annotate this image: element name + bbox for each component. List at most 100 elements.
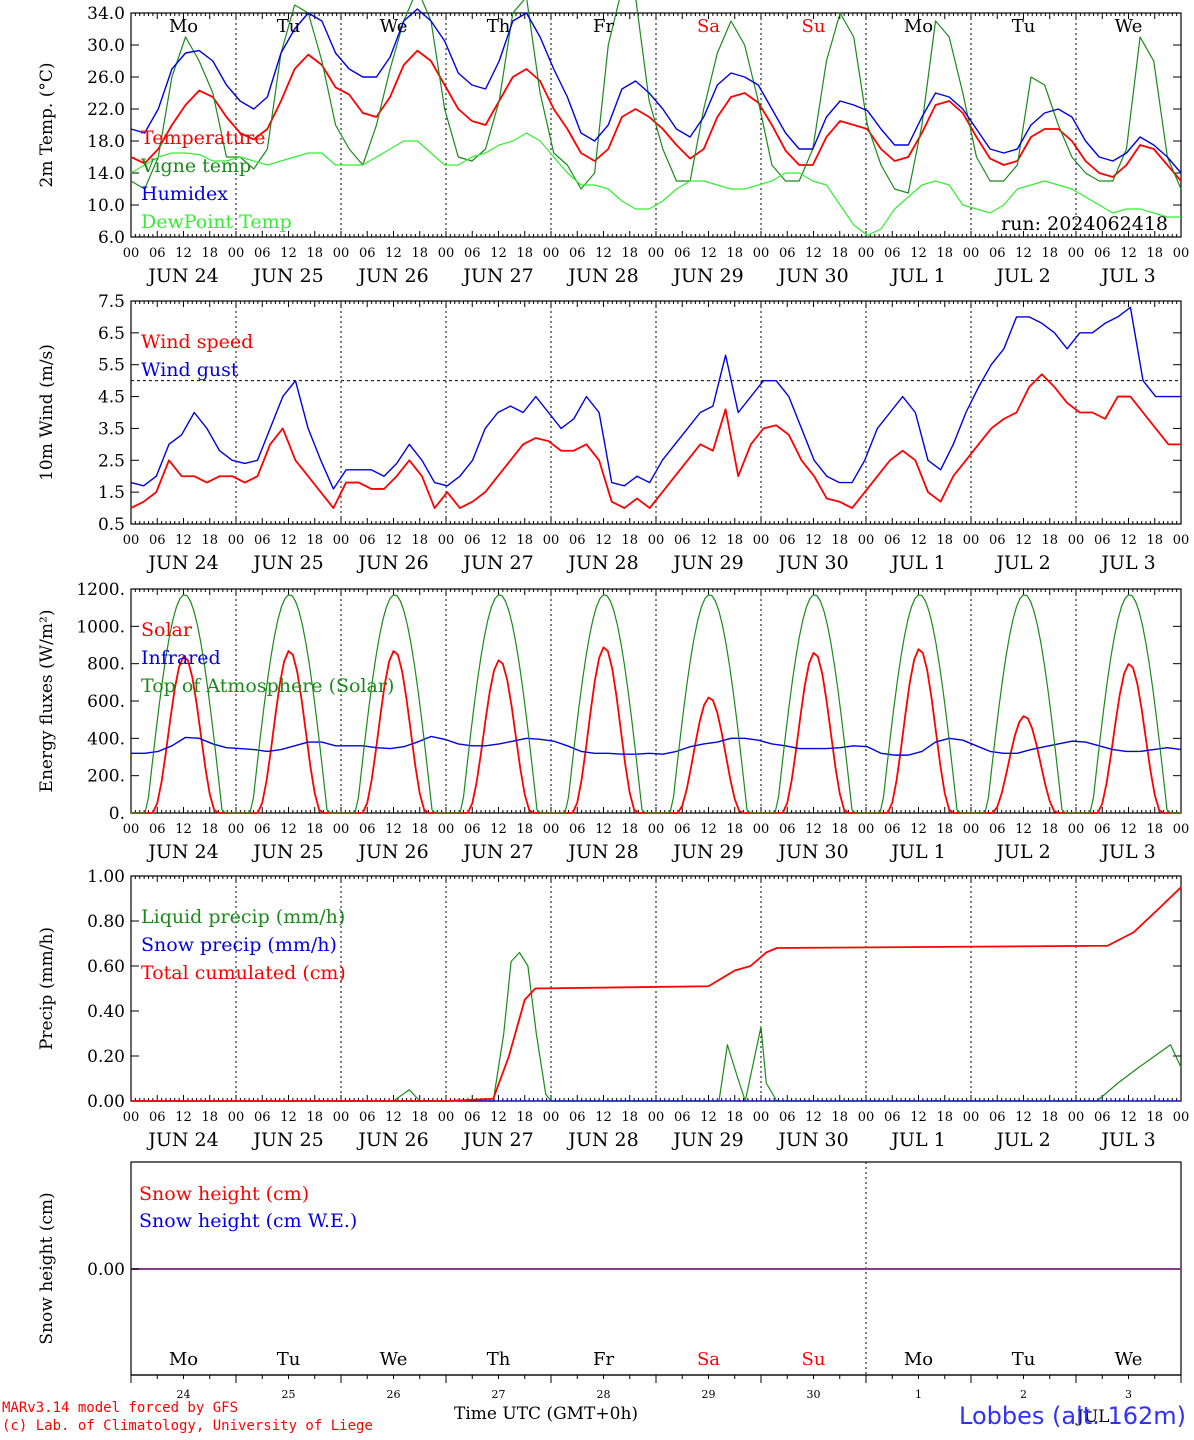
hour-tick-label: 12 bbox=[595, 1110, 612, 1125]
date-label: JUN 24 bbox=[146, 1129, 218, 1151]
hour-tick-label: 00 bbox=[648, 1110, 665, 1125]
day-of-week-label: We bbox=[380, 1349, 408, 1370]
hour-tick-label: 12 bbox=[1015, 1110, 1032, 1125]
date-label: JUL 3 bbox=[1099, 841, 1155, 863]
day-number-label: 24 bbox=[177, 1388, 191, 1401]
date-label: JUL 2 bbox=[994, 265, 1050, 287]
date-label: JUN 25 bbox=[251, 552, 323, 574]
hour-tick-label: 06 bbox=[149, 533, 166, 548]
hour-tick-label: 06 bbox=[1094, 533, 1111, 548]
y-tick-label: 0.00 bbox=[87, 1260, 125, 1280]
y-tick-label: 34.0 bbox=[87, 4, 125, 24]
date-label: JUN 29 bbox=[671, 552, 743, 574]
hour-tick-label: 18 bbox=[936, 822, 953, 837]
hour-tick-label: 18 bbox=[516, 822, 533, 837]
hour-tick-label: 00 bbox=[438, 246, 455, 261]
hour-tick-label: 12 bbox=[700, 1110, 717, 1125]
y-tick-label: 18.0 bbox=[87, 132, 125, 152]
hour-tick-label: 18 bbox=[306, 246, 323, 261]
series-line-2 bbox=[131, 594, 1181, 814]
hour-tick-label: 18 bbox=[1146, 533, 1163, 548]
hour-tick-label: 18 bbox=[621, 1110, 638, 1125]
hour-tick-label: 06 bbox=[149, 1110, 166, 1125]
hour-tick-label: 12 bbox=[595, 533, 612, 548]
hour-tick-label: 00 bbox=[543, 1110, 560, 1125]
date-label: JUL 3 bbox=[1099, 552, 1155, 574]
hour-tick-label: 00 bbox=[438, 822, 455, 837]
hour-tick-label: 00 bbox=[543, 246, 560, 261]
hour-tick-label: 18 bbox=[831, 533, 848, 548]
x-axis-label: Time UTC (GMT+0h) bbox=[454, 1404, 639, 1424]
hour-tick-label: 18 bbox=[1146, 1110, 1163, 1125]
hour-tick-label: 00 bbox=[1173, 533, 1190, 548]
hour-tick-label: 06 bbox=[464, 1110, 481, 1125]
hour-tick-label: 18 bbox=[516, 1110, 533, 1125]
month-label: JUL bbox=[1075, 1407, 1109, 1427]
hour-tick-label: 00 bbox=[228, 1110, 245, 1125]
date-label: JUN 25 bbox=[251, 265, 323, 287]
series-line-2 bbox=[130, 8, 1182, 174]
hour-tick-label: 00 bbox=[648, 246, 665, 261]
y-tick-label: 26.0 bbox=[87, 68, 125, 88]
panel-1 bbox=[130, 300, 1182, 525]
y-tick-label: 3.5 bbox=[98, 419, 125, 439]
date-label: JUN 29 bbox=[671, 265, 743, 287]
date-label: JUN 24 bbox=[146, 841, 218, 863]
hour-tick-label: 18 bbox=[1041, 1110, 1058, 1125]
day-of-week-label: Th bbox=[487, 16, 511, 37]
panel-2 bbox=[130, 588, 1182, 814]
hour-tick-label: 06 bbox=[884, 822, 901, 837]
legend-entry: Snow precip (mm/h) bbox=[141, 934, 337, 956]
hour-tick-label: 06 bbox=[254, 246, 271, 261]
date-label: JUN 26 bbox=[356, 841, 428, 863]
hour-tick-label: 12 bbox=[175, 533, 192, 548]
hour-tick-label: 12 bbox=[490, 822, 507, 837]
hour-tick-label: 00 bbox=[333, 533, 350, 548]
y-tick-label: 2.5 bbox=[98, 451, 125, 471]
hour-tick-label: 12 bbox=[1015, 533, 1032, 548]
hour-tick-label: 06 bbox=[884, 533, 901, 548]
legend-entry: Humidex bbox=[141, 183, 228, 205]
model-credit: MARv3.14 model forced by GFS bbox=[2, 1400, 239, 1416]
hour-tick-label: 12 bbox=[805, 533, 822, 548]
hour-tick-label: 18 bbox=[831, 246, 848, 261]
hour-tick-label: 18 bbox=[726, 246, 743, 261]
hour-tick-label: 18 bbox=[831, 1110, 848, 1125]
y-tick-label: 22.0 bbox=[87, 100, 125, 120]
hour-tick-label: 18 bbox=[726, 1110, 743, 1125]
hour-tick-label: 00 bbox=[1068, 822, 1085, 837]
hour-tick-label: 12 bbox=[805, 1110, 822, 1125]
hour-tick-label: 00 bbox=[858, 822, 875, 837]
y-tick-label: 600. bbox=[87, 692, 125, 712]
legend-entry: Infrared bbox=[141, 647, 221, 669]
y-tick-label: 14.0 bbox=[87, 164, 125, 184]
panel-4 bbox=[130, 1161, 1182, 1383]
y-axis-label: Precip (mm/h) bbox=[37, 927, 57, 1050]
date-label: JUL 2 bbox=[994, 1129, 1050, 1151]
hour-tick-label: 06 bbox=[464, 822, 481, 837]
y-tick-label: 0.80 bbox=[87, 912, 125, 932]
hour-tick-label: 12 bbox=[490, 246, 507, 261]
station-label: Lobbes (alt. 162m) bbox=[959, 1402, 1186, 1430]
hour-tick-label: 18 bbox=[831, 822, 848, 837]
hour-tick-label: 18 bbox=[306, 533, 323, 548]
hour-tick-label: 00 bbox=[123, 533, 140, 548]
hour-tick-label: 12 bbox=[280, 1110, 297, 1125]
y-tick-label: 4.5 bbox=[98, 388, 125, 408]
date-label: JUN 30 bbox=[776, 1129, 848, 1151]
hour-tick-label: 00 bbox=[123, 1110, 140, 1125]
y-tick-label: 0.00 bbox=[87, 1092, 125, 1112]
day-of-week-label: Fr bbox=[593, 16, 614, 37]
legend-entry: Top of Atmosphere (Solar) bbox=[141, 675, 394, 697]
date-label: JUN 28 bbox=[566, 265, 638, 287]
hour-tick-label: 06 bbox=[569, 822, 586, 837]
y-tick-label: 30.0 bbox=[87, 36, 125, 56]
hour-tick-label: 00 bbox=[228, 246, 245, 261]
hour-tick-label: 06 bbox=[779, 822, 796, 837]
day-of-week-label: Tu bbox=[277, 16, 301, 37]
date-label: JUL 3 bbox=[1099, 1129, 1155, 1151]
hour-tick-label: 06 bbox=[254, 533, 271, 548]
series-line-1 bbox=[130, 306, 1181, 490]
hour-tick-label: 00 bbox=[543, 533, 560, 548]
hour-tick-label: 12 bbox=[490, 1110, 507, 1125]
